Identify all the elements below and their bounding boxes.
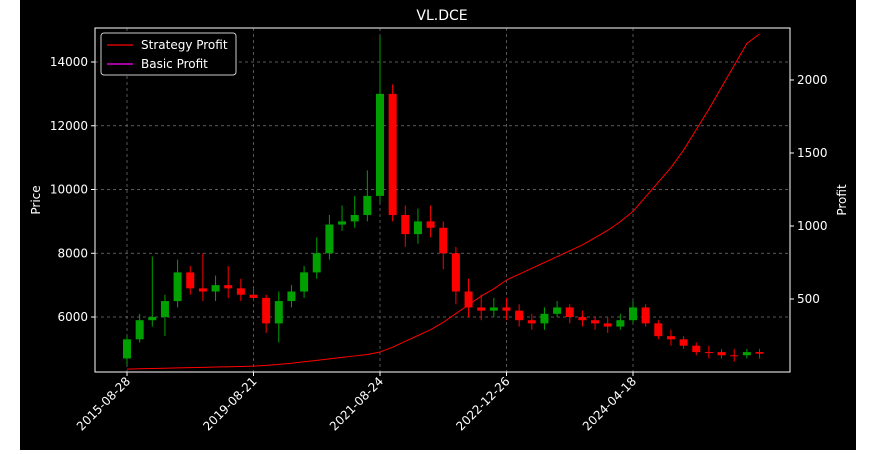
candle-body [578,317,587,321]
candle-body [249,294,258,298]
profit-line [126,33,760,370]
candle-body [515,310,524,321]
candle-body [692,345,701,353]
candle-body [413,221,422,235]
candle-body [160,301,169,318]
candle-body [123,339,131,359]
candle-body [376,93,384,196]
candle-body [616,320,625,327]
y2-tick-label: 500 [797,292,820,306]
candle-body [173,272,182,302]
candle-body [287,291,296,302]
y2-tick-label: 1500 [797,146,828,160]
candle-body [236,288,245,295]
candle-body [426,221,435,228]
candle-body [717,352,726,356]
y2-tick-label: 2000 [797,73,828,87]
legend-label: Basic Profit [141,57,208,71]
candle-body [211,285,220,292]
candle-body [401,215,410,235]
y2-tick-label: 1000 [797,219,828,233]
candle-body [186,272,195,289]
y-axis-label: Price [29,185,43,214]
candle-body [262,297,271,324]
candle-body [755,352,764,354]
candle-body [338,221,347,225]
candle-body [704,352,713,354]
candle-body [451,253,460,292]
candle-body [274,301,283,324]
candle-body [565,307,574,318]
candle-body [439,227,448,254]
candle-body [350,215,359,222]
candle-body [148,317,157,321]
candle-body [666,336,675,340]
y2-axis-label: Profit [835,184,849,216]
candle-body [312,253,321,273]
candle-body [135,320,144,340]
y-tick-label: 10000 [50,183,88,197]
candle-body [325,224,334,254]
candle-body [198,288,207,292]
candle-body [477,307,486,311]
candle-body [540,313,549,324]
y-tick-label: 12000 [50,119,88,133]
candle-body [553,307,562,314]
legend-box [100,32,237,76]
candle-body [363,195,372,216]
y-tick-label: 8000 [57,246,88,260]
chart-title: VL.DCE [416,8,467,24]
candle-body [388,93,397,216]
candle-body [730,355,739,357]
candle-body [224,285,233,289]
legend-label: Strategy Profit [141,38,228,52]
candle-body [629,307,637,321]
candle-body [464,291,473,308]
candle-body [591,320,600,324]
candle-body [489,307,498,311]
candle-body [679,339,688,346]
plot-frame [94,27,791,373]
candle-body [502,307,511,311]
candle-body [300,272,309,292]
candle-body [742,352,751,356]
candle-body [527,320,536,324]
y-tick-label: 6000 [57,310,88,324]
candle-body [654,323,663,337]
candle-body [603,323,612,327]
y-tick-label: 14000 [50,55,88,69]
candle-body [641,307,650,324]
